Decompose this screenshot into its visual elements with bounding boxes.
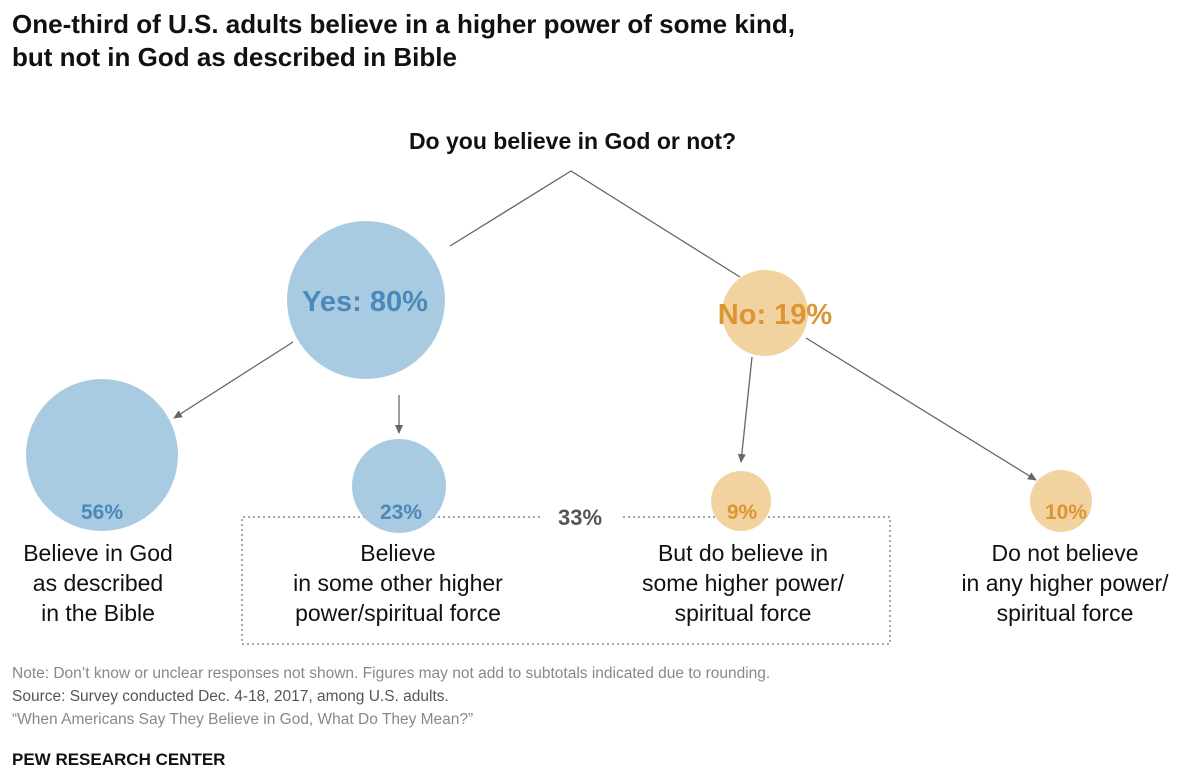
desc-line: Do not believe	[991, 540, 1139, 566]
chart-title: One-third of U.S. adults believe in a hi…	[12, 8, 795, 74]
desc-line: Believe in God	[23, 540, 173, 566]
higher-circle	[711, 471, 771, 531]
yes-circle	[287, 221, 445, 379]
question: Do you believe in God or not?	[408, 128, 737, 154]
subtotal-label: 33%	[540, 505, 620, 531]
brand-logo: PEW RESEARCH CENTER	[12, 750, 226, 769]
desc-line: some higher power/	[642, 570, 844, 596]
bible-description: Believe in God as described in the Bible	[0, 538, 248, 628]
higher-value: 9%	[727, 501, 758, 524]
connector-no-none	[805, 337, 1037, 481]
title-line-1: One-third of U.S. adults believe in a hi…	[12, 9, 795, 39]
desc-line: But do believe in	[657, 540, 829, 566]
other-value: 23%	[380, 501, 422, 524]
none-circle	[1030, 470, 1092, 532]
arrow-no-higher	[737, 356, 753, 463]
branch-yes-line	[449, 170, 741, 278]
desc-line: in some other higher	[293, 570, 503, 596]
source: Source: Survey conducted Dec. 4-18, 2017…	[12, 688, 449, 705]
footnote: Note: Don’t know or unclear responses no…	[12, 665, 771, 682]
none-description: Do not believe in any higher power/ spir…	[915, 538, 1200, 628]
desc-line: spiritual force	[996, 600, 1134, 626]
no-circle	[722, 270, 808, 356]
other-circle	[352, 439, 446, 533]
desc-line: spiritual force	[674, 600, 812, 626]
bible-circle	[26, 379, 178, 531]
bible-value: 56%	[81, 501, 123, 524]
desc-line: Believe	[360, 540, 436, 566]
desc-line: as described	[32, 570, 164, 596]
subtotal-bracket	[241, 516, 891, 645]
title-line-2: but not in God as described in Bible	[12, 42, 457, 72]
none-value: 10%	[1045, 501, 1087, 524]
desc-line: in the Bible	[41, 600, 155, 626]
desc-line: power/spiritual force	[295, 600, 501, 626]
higher-description: But do believe in some higher power/ spi…	[593, 538, 893, 628]
desc-line: in any higher power/	[961, 570, 1169, 596]
arrow-yes-bible	[173, 341, 294, 419]
other-description: Believe in some other higher power/spiri…	[248, 538, 548, 628]
yes-label: Yes: 80%	[302, 286, 428, 318]
no-label: No: 19%	[718, 299, 833, 331]
report-title: “When Americans Say They Believe in God,…	[12, 711, 474, 728]
